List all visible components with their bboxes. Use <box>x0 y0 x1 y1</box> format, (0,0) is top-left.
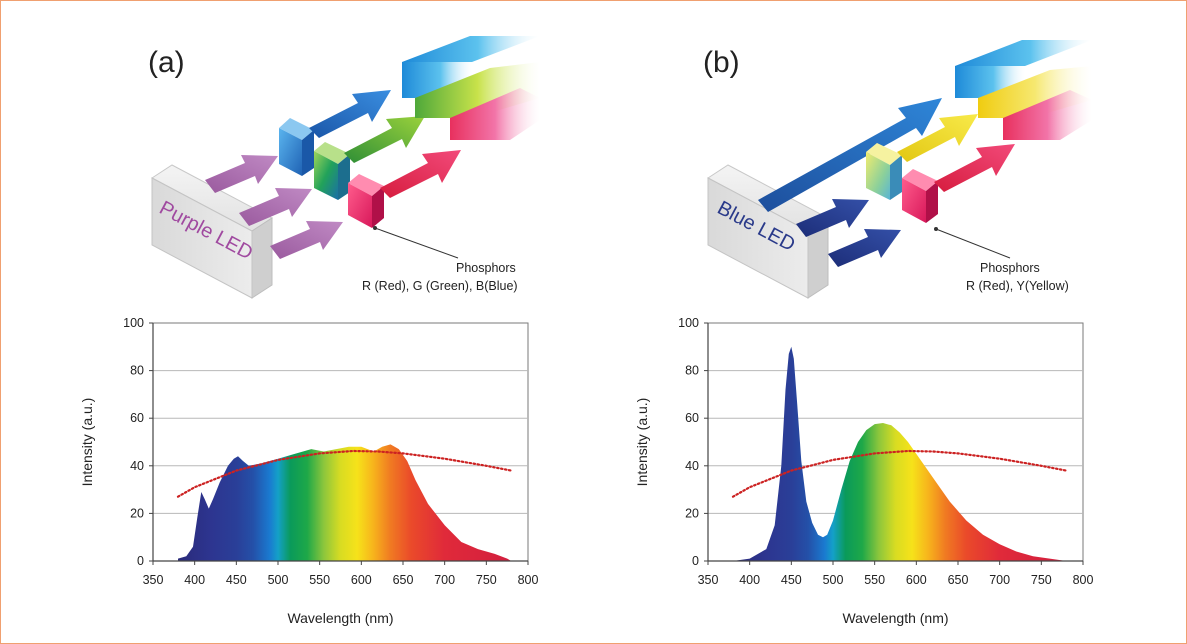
red-output-arrow-b <box>934 144 1015 192</box>
x-tick-label: 350 <box>143 573 164 587</box>
x-tick-label: 500 <box>268 573 289 587</box>
green-output-arrow <box>344 116 425 163</box>
x-tick-label: 350 <box>698 573 719 587</box>
y-tick-label: 40 <box>130 459 144 473</box>
purple-arrow-1 <box>205 155 278 193</box>
purple-arrow-3 <box>270 221 343 259</box>
phosphors-title-a: Phosphors <box>456 261 516 275</box>
x-tick-label: 550 <box>864 573 885 587</box>
phosphors-title-b: Phosphors <box>980 261 1040 275</box>
red-phosphor-cube-b <box>902 178 926 223</box>
y-tick-label: 20 <box>685 506 699 520</box>
navy-arrow-1 <box>796 199 869 237</box>
y-tick-label: 100 <box>123 316 144 330</box>
x-axis-title: Wavelength (nm) <box>287 610 393 626</box>
spectrum-chart-b: 350 400 450 500 550 600 650 700 750 800 0 20 40 60 80 1… <box>634 316 1093 626</box>
x-tick-label: 800 <box>1073 573 1094 587</box>
x-tick-label: 400 <box>184 573 205 587</box>
red-output-arrow <box>380 150 461 198</box>
panel-b-label: (b) <box>703 46 740 79</box>
x-tick-label: 750 <box>476 573 497 587</box>
y-tick-label: 40 <box>685 459 699 473</box>
yellow-output-arrow <box>897 114 978 162</box>
blue-phosphor-cube <box>279 128 302 176</box>
green-phosphor-cube <box>314 151 338 200</box>
phosphor-cubes-a <box>279 118 384 228</box>
y-tick-label: 20 <box>130 506 144 520</box>
purple-arrows <box>205 155 343 259</box>
phosphor-callout-line-b <box>935 228 1011 259</box>
x-tick-label: 650 <box>948 573 969 587</box>
x-tick-label: 800 <box>518 573 539 587</box>
phosphors-desc-a: R (Red), G (Green), B(Blue) <box>362 279 518 293</box>
x-tick-label: 450 <box>226 573 247 587</box>
output-arrows-b <box>897 114 1015 192</box>
y-tick-label: 60 <box>685 411 699 425</box>
spectrum-chart-a: 350 400 450 500 550 600 650 700 750 800 0 20 40 60 80 1… <box>79 316 538 626</box>
spectrum-area <box>178 444 512 561</box>
phosphor-callout-line-a <box>374 227 459 259</box>
y-tick-label: 100 <box>678 316 699 330</box>
y-tick-label: 60 <box>130 411 144 425</box>
x-tick-label: 700 <box>989 573 1010 587</box>
panel-a-label: (a) <box>148 46 185 79</box>
y-axis-title: Intensity (a.u.) <box>79 398 95 487</box>
spectrum-area <box>733 346 1067 561</box>
phosphor-cubes-b <box>866 143 938 223</box>
x-tick-label: 400 <box>739 573 760 587</box>
reference-dotted-curve <box>176 449 513 498</box>
panel-b-illustration: (b) Blue LED <box>703 40 1092 299</box>
red-phosphor-cube <box>348 183 372 228</box>
x-tick-label: 700 <box>434 573 455 587</box>
yellow-phosphor-cube <box>866 152 890 200</box>
x-tick-label: 550 <box>309 573 330 587</box>
combined-light-arrow-a <box>402 36 540 140</box>
reference-dotted-curve <box>731 449 1068 498</box>
panel-a-illustration: (a) Purple LED <box>148 36 540 299</box>
long-blue-arrow <box>758 98 942 212</box>
blue-output-arrow <box>309 90 391 138</box>
y-tick-label: 0 <box>692 554 699 568</box>
output-arrows-a <box>309 90 461 198</box>
y-axis-title: Intensity (a.u.) <box>634 398 650 487</box>
navy-arrow-2 <box>828 229 901 267</box>
phosphors-desc-b: R (Red), Y(Yellow) <box>966 279 1069 293</box>
y-tick-label: 80 <box>685 364 699 378</box>
x-tick-label: 650 <box>393 573 414 587</box>
x-axis-title: Wavelength (nm) <box>842 610 948 626</box>
x-tick-label: 750 <box>1031 573 1052 587</box>
x-tick-label: 450 <box>781 573 802 587</box>
y-tick-label: 80 <box>130 364 144 378</box>
navy-arrows <box>796 199 901 267</box>
y-tick-label: 0 <box>137 554 144 568</box>
x-tick-label: 600 <box>351 573 372 587</box>
x-tick-label: 600 <box>906 573 927 587</box>
purple-arrow-2 <box>239 188 312 226</box>
combined-light-arrow-b <box>955 40 1092 140</box>
x-tick-label: 500 <box>823 573 844 587</box>
